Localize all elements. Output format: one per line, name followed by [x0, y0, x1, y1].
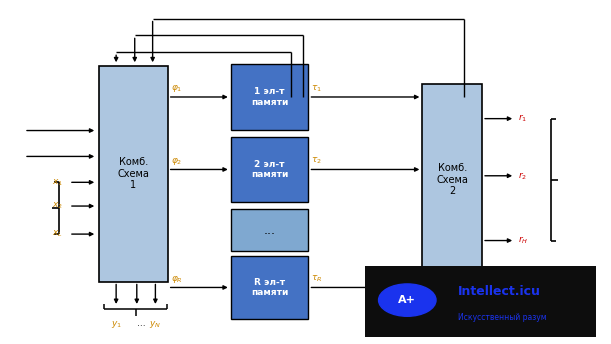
Text: $r_1$: $r_1$ — [518, 113, 527, 125]
Text: $x_L$: $x_L$ — [53, 229, 63, 239]
Text: $\tau_R$: $\tau_R$ — [312, 274, 323, 284]
Text: $r_2$: $r_2$ — [518, 170, 527, 182]
Text: $\varphi_2$: $\varphi_2$ — [171, 155, 182, 166]
Text: ...: ... — [263, 224, 276, 237]
Text: $y_1$: $y_1$ — [111, 319, 122, 330]
Text: 1 эл-т
памяти: 1 эл-т памяти — [251, 87, 288, 107]
Text: $\varphi_1$: $\varphi_1$ — [171, 83, 182, 94]
Text: $x_2$: $x_2$ — [52, 201, 63, 211]
Bar — [231, 64, 309, 130]
Bar — [231, 209, 309, 251]
Text: R эл-т
памяти: R эл-т памяти — [251, 278, 288, 297]
Text: Intellect.icu: Intellect.icu — [458, 285, 541, 298]
Text: $x_1$: $x_1$ — [52, 177, 63, 187]
Text: Комб.
Схема
2: Комб. Схема 2 — [436, 163, 468, 196]
Text: $\varphi_R$: $\varphi_R$ — [171, 273, 183, 284]
Text: $r_H$: $r_H$ — [518, 235, 529, 246]
Bar — [365, 266, 596, 337]
Bar — [231, 256, 309, 319]
Text: ...: ... — [137, 319, 146, 328]
Text: $\tau_2$: $\tau_2$ — [312, 156, 323, 166]
Circle shape — [379, 284, 436, 316]
Bar — [99, 66, 168, 281]
Bar — [422, 84, 482, 275]
Text: A+: A+ — [398, 295, 416, 305]
Text: 2 эл-т
памяти: 2 эл-т памяти — [251, 160, 288, 179]
Text: $\tau_1$: $\tau_1$ — [312, 83, 323, 94]
Text: Искусственный разум: Искусственный разум — [458, 313, 547, 322]
Text: $y_N$: $y_N$ — [149, 319, 161, 330]
Bar — [231, 137, 309, 202]
Text: Комб.
Схема
1: Комб. Схема 1 — [117, 157, 149, 190]
